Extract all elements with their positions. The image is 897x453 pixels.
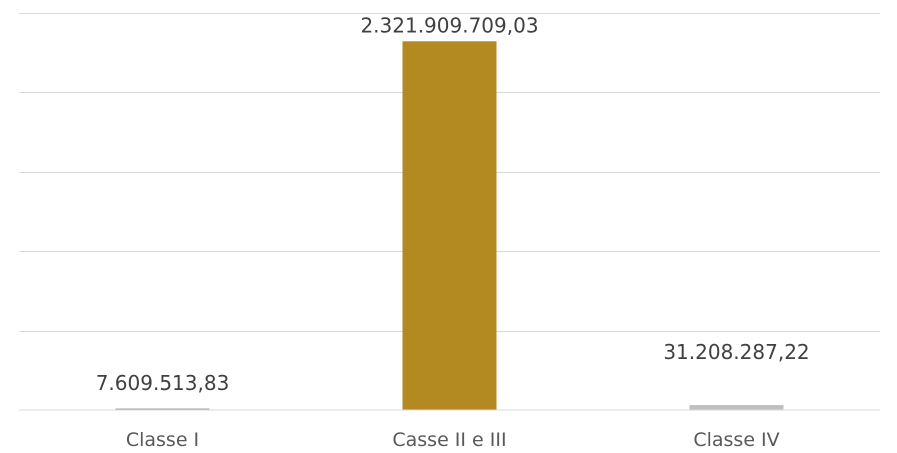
bar-2 <box>402 41 497 411</box>
data-label-1: 7.609.513,83 <box>96 371 230 395</box>
x-tick-labels: Classe I Casse II e III Classe IV <box>126 429 780 451</box>
x-tick-label-1: Classe I <box>126 429 199 451</box>
x-tick-label-2: Casse II e III <box>392 429 506 451</box>
x-tick-label-3: Classe IV <box>693 429 779 451</box>
bar-1 <box>115 408 210 410</box>
data-label-3: 31.208.287,22 <box>663 340 809 364</box>
bar-3 <box>689 405 784 410</box>
data-labels: 7.609.513,83 2.321.909.709,03 31.208.287,2… <box>96 13 810 395</box>
data-label-2: 2.321.909.709,03 <box>360 13 538 37</box>
bars <box>115 41 784 411</box>
